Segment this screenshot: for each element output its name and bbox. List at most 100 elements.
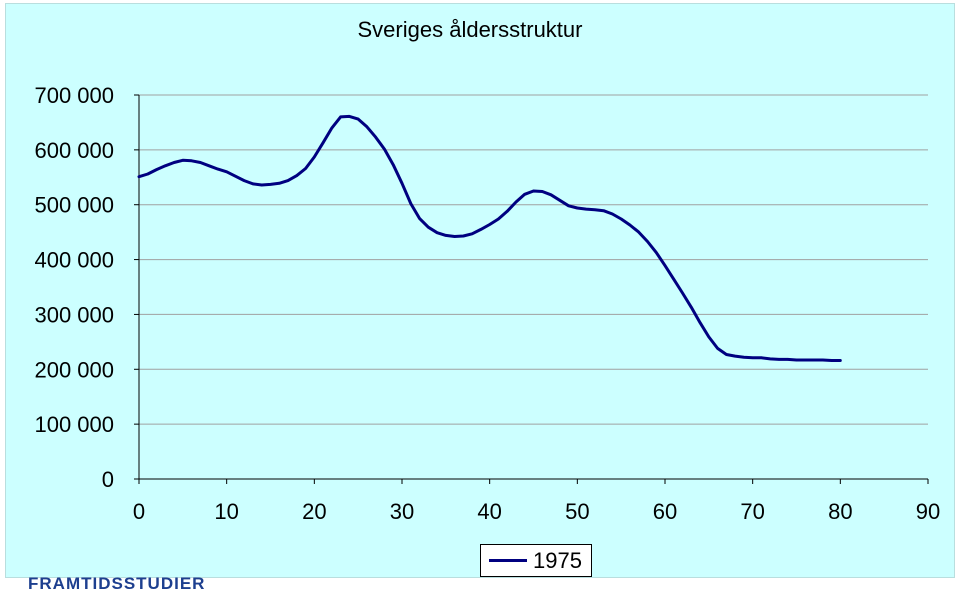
data-point-1975-age-37 — [462, 234, 465, 238]
data-point-1975-age-46 — [541, 190, 544, 193]
data-point-1975-age-56 — [628, 223, 632, 227]
data-point-1975-age-19 — [304, 167, 307, 170]
data-point-1975-age-60 — [663, 264, 667, 267]
x-tick-label-0: 0 — [133, 499, 145, 524]
data-point-1975-age-31 — [409, 202, 412, 205]
data-point-1975-age-38 — [470, 232, 474, 235]
data-point-1975-age-36 — [453, 235, 456, 238]
y-tick-label-600000: 600 000 — [34, 138, 114, 163]
data-point-1975-age-14 — [260, 183, 263, 187]
data-point-1975-age-49 — [567, 204, 570, 207]
data-point-1975-age-76 — [804, 358, 807, 362]
chart-svg: Sveriges åldersstruktur 0 100 000 200 000 3… — [34, 17, 940, 524]
axis-layer — [134, 94, 929, 484]
data-point-1975-age-40 — [488, 223, 491, 226]
x-tick-label-50: 50 — [565, 499, 589, 524]
x-tick-label-90: 90 — [916, 499, 940, 524]
series-line-1975 — [137, 114, 842, 362]
data-point-1975-age-80 — [839, 359, 842, 362]
data-point-1975-age-28 — [383, 148, 386, 151]
x-tick-label-60: 60 — [653, 499, 677, 524]
data-point-1975-age-18 — [295, 174, 298, 177]
y-tick-label-200000: 200 000 — [34, 357, 114, 382]
data-point-1975-age-34 — [435, 231, 439, 234]
data-point-1975-age-52 — [593, 208, 597, 211]
data-point-1975-age-47 — [549, 193, 553, 196]
data-point-1975-age-45 — [532, 189, 535, 193]
data-point-1975-age-65 — [707, 335, 710, 339]
y-tick-label-700000: 700 000 — [34, 83, 114, 108]
data-point-1975-age-51 — [584, 207, 588, 211]
data-point-1975-age-79 — [830, 359, 833, 362]
data-point-1975-age-55 — [620, 217, 623, 221]
data-point-1975-age-48 — [558, 199, 561, 202]
data-point-1975-age-59 — [655, 251, 658, 254]
data-point-1975-age-78 — [821, 358, 824, 362]
data-point-1975-age-44 — [523, 193, 526, 196]
chart-area: Sveriges åldersstruktur 0 100 000 200 000 3… — [5, 3, 955, 578]
data-point-1975-age-68 — [733, 354, 737, 358]
data-point-1975-age-0 — [137, 175, 141, 178]
data-point-1975-age-1 — [146, 172, 149, 176]
data-point-1975-age-25 — [357, 117, 360, 121]
data-point-1975-age-21 — [321, 141, 325, 144]
data-point-1975-age-61 — [672, 278, 675, 281]
data-point-1975-age-62 — [681, 291, 684, 295]
data-point-1975-age-16 — [278, 182, 281, 185]
data-point-1975-age-29 — [392, 163, 395, 166]
data-point-1975-age-77 — [812, 358, 816, 362]
data-point-1975-age-39 — [479, 228, 483, 231]
data-point-1975-age-41 — [497, 217, 500, 221]
data-point-1975-age-7 — [199, 161, 202, 164]
series-layer — [137, 114, 842, 362]
data-point-1975-age-10 — [225, 170, 228, 173]
y-tick-label-300000: 300 000 — [34, 302, 114, 327]
data-point-1975-age-13 — [251, 182, 255, 186]
legend-swatch — [489, 559, 527, 562]
data-point-1975-age-20 — [313, 155, 316, 159]
data-point-1975-age-69 — [742, 356, 746, 359]
data-point-1975-age-74 — [786, 358, 789, 361]
data-point-1975-age-11 — [234, 175, 237, 178]
data-point-1975-age-8 — [207, 164, 211, 167]
data-point-1975-age-70 — [751, 356, 754, 359]
data-point-1975-age-12 — [243, 179, 246, 182]
data-point-1975-age-42 — [506, 210, 509, 213]
data-point-1975-age-67 — [725, 353, 728, 356]
legend-label-1975: 1975 — [533, 547, 582, 573]
data-point-1975-age-54 — [611, 212, 614, 216]
data-point-1975-age-4 — [172, 161, 176, 164]
data-point-1975-age-50 — [576, 206, 579, 210]
data-point-1975-age-24 — [348, 115, 351, 118]
data-point-1975-age-43 — [514, 200, 518, 204]
x-tick-label-20: 20 — [302, 499, 326, 524]
data-point-1975-age-17 — [286, 179, 290, 182]
legend: 1975 — [480, 544, 592, 577]
y-tick-label-400000: 400 000 — [34, 248, 114, 273]
data-point-1975-age-71 — [760, 356, 763, 359]
data-point-1975-age-75 — [795, 358, 798, 362]
data-point-1975-age-32 — [418, 217, 421, 220]
data-point-1975-age-63 — [690, 306, 693, 309]
x-tick-label-40: 40 — [477, 499, 501, 524]
data-point-1975-age-57 — [637, 230, 640, 234]
data-point-1975-age-6 — [190, 159, 193, 162]
tick-label-layer: 0 100 000 200 000 300 000 400 000 500 000 600 … — [34, 83, 940, 524]
y-tick-label-500000: 500 000 — [34, 193, 114, 218]
data-point-1975-age-64 — [698, 321, 702, 324]
data-point-1975-age-26 — [365, 125, 369, 128]
data-point-1975-age-27 — [374, 136, 377, 139]
y-tick-label-0: 0 — [102, 467, 114, 492]
data-point-1975-age-73 — [777, 358, 781, 361]
x-tick-label-10: 10 — [214, 499, 238, 524]
x-tick-label-70: 70 — [740, 499, 764, 524]
data-point-1975-age-30 — [400, 182, 404, 185]
grid-layer — [139, 94, 928, 425]
x-tick-label-80: 80 — [828, 499, 852, 524]
data-point-1975-age-9 — [216, 167, 220, 171]
data-point-1975-age-66 — [716, 347, 719, 350]
data-point-1975-age-5 — [181, 159, 184, 162]
chart-title: Sveriges åldersstruktur — [358, 17, 583, 42]
data-point-1975-age-15 — [269, 183, 272, 186]
data-point-1975-age-2 — [155, 168, 158, 171]
